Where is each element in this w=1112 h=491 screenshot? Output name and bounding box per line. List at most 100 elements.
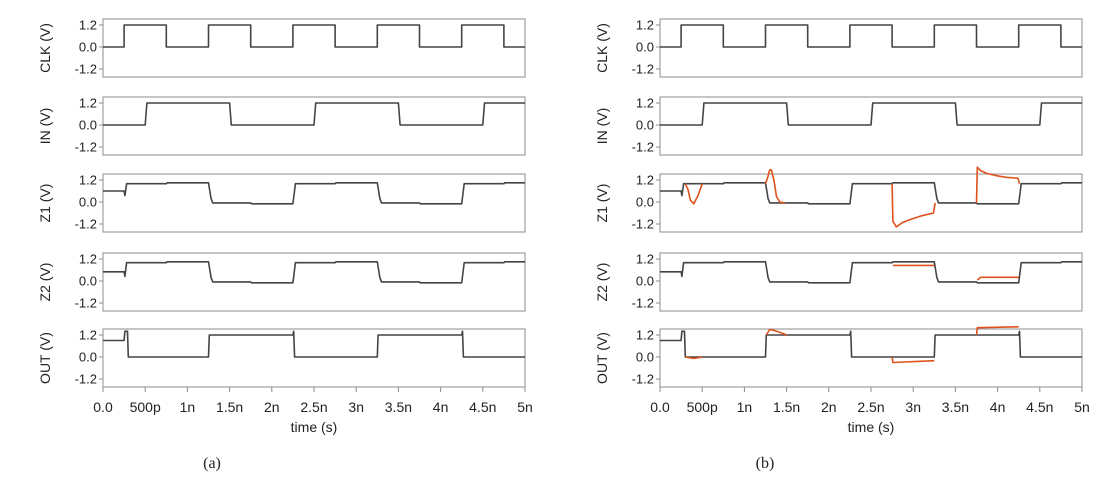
plot-frame [659, 18, 1083, 78]
x-tick-label: 4.5n [1026, 399, 1053, 415]
signal-line [660, 260, 1082, 284]
x-tick-label: 4.5n [469, 399, 496, 415]
subplot-in: 1.2 0.0 -1.2 IN (V) [594, 96, 1083, 156]
glitch-line [975, 166, 1021, 203]
x-tick-label: 3.5n [385, 399, 412, 415]
x-axis-label: time (s) [291, 419, 338, 435]
x-tick-label: 2n [264, 399, 280, 415]
y-tick-label: 0.0 [79, 274, 97, 289]
glitch-line [765, 328, 787, 336]
y-tick-label: 1.2 [79, 252, 97, 267]
x-tick-label: 1.5n [773, 399, 800, 415]
signal-line [660, 330, 1082, 358]
y-axis-label: IN (V) [594, 108, 610, 145]
y-tick-label: 0.0 [79, 350, 97, 365]
signal-line [103, 24, 525, 48]
y-axis-label: Z2 (V) [37, 263, 53, 302]
y-tick-label: -1.2 [75, 296, 97, 311]
x-tick-label: 500p [130, 399, 161, 415]
glitch-line [975, 326, 1019, 336]
x-tick-label: 3n [348, 399, 364, 415]
subplot-clk: 1.2 0.0 -1.2 CLK (V) [594, 18, 1083, 78]
y-tick-label: -1.2 [632, 62, 654, 77]
x-tick-label: 5n [517, 399, 533, 415]
y-tick-label: 0.0 [636, 350, 654, 365]
y-tick-label: 0.0 [636, 195, 654, 210]
plot-frame [659, 96, 1083, 156]
plot-frame [102, 96, 526, 156]
plot-frame [659, 328, 1083, 388]
y-tick-label: 1.2 [79, 96, 97, 111]
subplot-clk: 1.2 0.0 -1.2 CLK (V) [37, 18, 526, 78]
plot-frame [659, 252, 1083, 312]
signal-line [103, 102, 525, 126]
y-axis-label: CLK (V) [37, 23, 53, 73]
x-tick-label: 1n [737, 399, 753, 415]
x-tick-label: 2.5n [857, 399, 884, 415]
glitch-line [976, 276, 1019, 281]
y-tick-label: -1.2 [632, 217, 654, 232]
glitch-line [764, 169, 786, 204]
y-tick-label: 0.0 [636, 118, 654, 133]
y-tick-label: 0.0 [79, 118, 97, 133]
subplot-in: 1.2 0.0 -1.2 IN (V) [37, 96, 526, 156]
x-tick-label: 4n [433, 399, 449, 415]
signal-line [660, 182, 1082, 205]
y-axis-label: OUT (V) [594, 332, 610, 384]
subplot-z1: 1.2 0.0 -1.2 Z1 (V) [594, 166, 1083, 233]
x-tick-label: 0.0 [93, 399, 113, 415]
y-tick-label: -1.2 [75, 62, 97, 77]
y-axis-label: Z2 (V) [594, 263, 610, 302]
x-tick-label: 1n [180, 399, 196, 415]
x-tick-label: 500p [687, 399, 718, 415]
y-tick-label: 1.2 [79, 173, 97, 188]
subplot-out: 1.2 0.0 -1.2 OUT (V) [594, 326, 1083, 388]
y-tick-label: 0.0 [79, 40, 97, 55]
x-tick-label: 2n [821, 399, 837, 415]
glitch-line [684, 183, 703, 205]
glitch-line [685, 356, 703, 360]
plot-frame [102, 18, 526, 78]
caption-a: (a) [203, 455, 221, 472]
panel-0: 1.2 0.0 -1.2 CLK (V) 1.2 0.0 -1.2 IN (V) 1.2 0.0 -… [37, 18, 533, 436]
glitch-line [891, 356, 935, 364]
subplot-z2: 1.2 0.0 -1.2 Z2 (V) [594, 252, 1083, 312]
y-tick-label: -1.2 [75, 372, 97, 387]
y-axis-label: OUT (V) [37, 332, 53, 384]
y-tick-label: -1.2 [632, 140, 654, 155]
x-tick-label: 5n [1074, 399, 1090, 415]
y-axis-label: CLK (V) [594, 23, 610, 73]
x-tick-label: 1.5n [216, 399, 243, 415]
y-tick-label: -1.2 [75, 140, 97, 155]
plot-frame [102, 173, 526, 233]
panel-1: 1.2 0.0 -1.2 CLK (V) 1.2 0.0 -1.2 IN (V) 1.2 0.0 -… [594, 18, 1090, 436]
y-tick-label: -1.2 [75, 217, 97, 232]
signal-line [103, 330, 525, 358]
y-tick-label: 1.2 [636, 252, 654, 267]
plot-frame [102, 328, 526, 388]
y-tick-label: 1.2 [636, 96, 654, 111]
subplot-z2: 1.2 0.0 -1.2 Z2 (V) [37, 252, 526, 312]
y-tick-label: 1.2 [636, 328, 654, 343]
signal-line [103, 182, 525, 205]
signal-line [660, 24, 1082, 48]
signal-line [103, 260, 525, 284]
signal-line [660, 102, 1082, 126]
y-tick-label: 0.0 [636, 274, 654, 289]
y-tick-label: 1.2 [79, 328, 97, 343]
y-tick-label: 0.0 [79, 195, 97, 210]
x-tick-label: 4n [990, 399, 1006, 415]
glitch-line [891, 183, 936, 228]
x-tick-label: 3.5n [942, 399, 969, 415]
plot-frame [659, 173, 1083, 233]
x-tick-label: 2.5n [300, 399, 327, 415]
y-tick-label: 1.2 [636, 173, 654, 188]
x-tick-label: 0.0 [650, 399, 670, 415]
y-tick-label: -1.2 [632, 296, 654, 311]
y-tick-label: 1.2 [636, 18, 654, 33]
y-axis-label: Z1 (V) [37, 184, 53, 223]
y-axis-label: Z1 (V) [594, 184, 610, 223]
y-tick-label: 0.0 [636, 40, 654, 55]
x-tick-label: 3n [905, 399, 921, 415]
y-axis-label: IN (V) [37, 108, 53, 145]
